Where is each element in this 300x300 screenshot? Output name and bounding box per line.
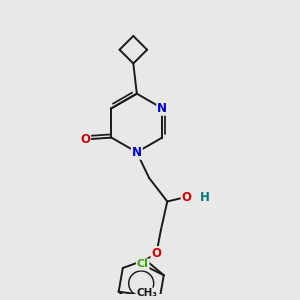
Text: O: O [80, 133, 90, 146]
Text: Cl: Cl [137, 260, 148, 269]
Text: O: O [152, 247, 161, 260]
Text: O: O [182, 190, 192, 203]
Text: CH₃: CH₃ [136, 288, 157, 298]
Text: N: N [132, 146, 142, 159]
Text: H: H [200, 190, 209, 203]
Text: N: N [157, 102, 167, 115]
